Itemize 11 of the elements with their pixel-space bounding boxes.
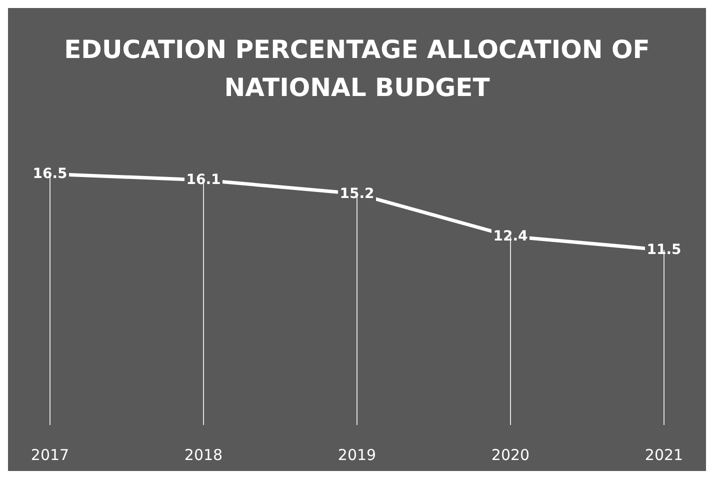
x-tick-label: 2017 — [30, 446, 70, 464]
x-tick-label: 2019 — [338, 446, 376, 464]
data-label: 12.4 — [493, 228, 528, 244]
x-tick-label: 2021 — [644, 446, 684, 464]
chart-title: EDUCATION PERCENTAGE ALLOCATION OF NATIONAL BUDGET — [64, 35, 650, 102]
data-label: 16.1 — [186, 172, 221, 188]
x-tick-label: 2020 — [491, 446, 530, 464]
data-label: 11.5 — [646, 242, 682, 258]
data-label: 15.2 — [340, 186, 374, 202]
data-label: 16.5 — [32, 166, 68, 182]
x-tick-label: 2018 — [184, 446, 223, 464]
